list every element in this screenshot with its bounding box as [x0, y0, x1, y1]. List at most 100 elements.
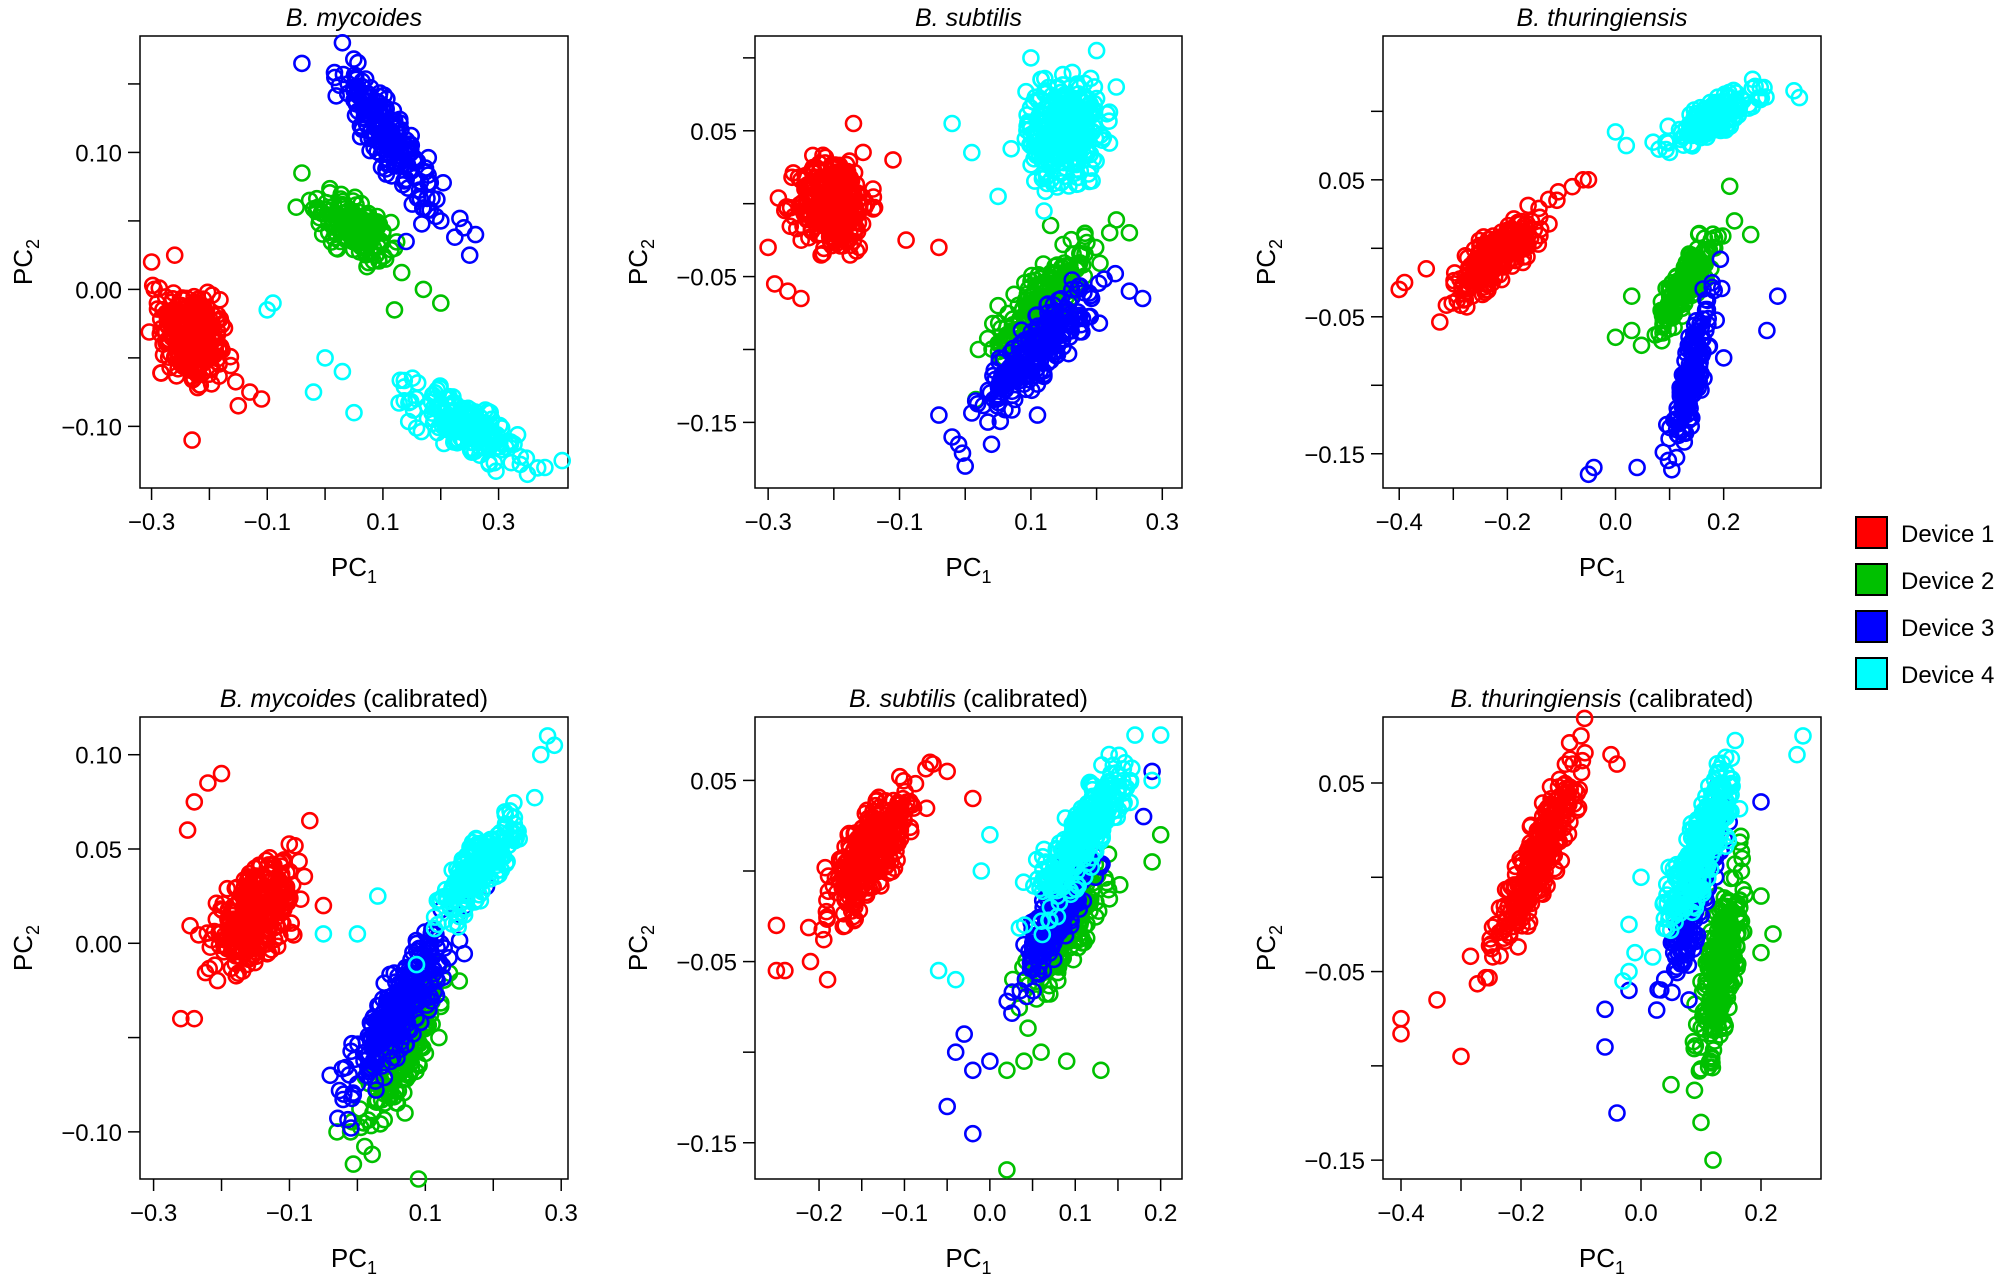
data-point [1025, 137, 1043, 156]
data-point [1120, 224, 1139, 242]
data-point [387, 141, 405, 159]
data-point [839, 876, 858, 895]
data-point [240, 923, 258, 942]
data-point [889, 799, 908, 818]
series-device-4 [1606, 70, 1809, 162]
data-point [385, 301, 404, 319]
data-point [392, 263, 411, 282]
data-point [1622, 321, 1641, 340]
x-tick-label: 0.3 [482, 509, 515, 536]
data-point [930, 406, 948, 424]
data-point [314, 896, 333, 915]
data-point [853, 188, 872, 206]
data-point [759, 238, 777, 257]
data-point [1054, 76, 1072, 94]
x-tick-label: −0.1 [244, 509, 291, 536]
y-tick-label: −0.15 [676, 1131, 737, 1158]
data-point [1005, 285, 1023, 304]
series-device-3 [1579, 250, 1787, 484]
data-point [366, 119, 385, 137]
panel-5: B. subtilis (calibrated)−0.2 −0.1 0.0 0.1 0.… [623, 685, 1183, 1278]
data-point [778, 282, 797, 301]
data-point [998, 1061, 1016, 1080]
data-point [1015, 1052, 1033, 1070]
data-point [227, 966, 245, 985]
data-point [1049, 971, 1067, 990]
data-point [321, 1066, 340, 1085]
data-point [1034, 255, 1053, 273]
series-device-2 [287, 164, 450, 319]
data-point [293, 164, 311, 182]
data-point [1080, 172, 1098, 191]
data-point [252, 390, 271, 408]
data-point [845, 163, 864, 182]
data-point [214, 895, 232, 913]
y-tick-label: −0.10 [61, 414, 122, 441]
data-point [878, 855, 897, 874]
data-point [280, 835, 299, 853]
data-point [1054, 337, 1072, 356]
data-point [1431, 313, 1449, 331]
data-point [1460, 265, 1478, 284]
data-point [304, 383, 323, 401]
data-point [410, 939, 429, 958]
data-point [1025, 333, 1044, 351]
data-point [403, 979, 421, 997]
data-point [1715, 98, 1733, 117]
data-point [885, 816, 903, 835]
data-point [354, 95, 373, 114]
data-point [339, 1110, 357, 1129]
data-point [334, 1085, 353, 1103]
data-point [345, 403, 363, 422]
y-axis-label: PC2 [623, 925, 658, 971]
data-point [1005, 390, 1024, 409]
x-tick-label: −0.2 [1484, 509, 1531, 536]
data-point [1081, 307, 1100, 326]
data-point [956, 457, 975, 475]
data-point [344, 1084, 362, 1102]
data-point [225, 910, 243, 929]
y-tick-label: 0.10 [75, 743, 122, 770]
x-tick-label: 0.1 [409, 1200, 442, 1227]
data-point [1042, 170, 1061, 189]
x-tick-label: 0.2 [1707, 509, 1740, 536]
data-point [1680, 395, 1698, 413]
data-point [838, 894, 856, 913]
data-point [1134, 807, 1153, 826]
data-point [480, 453, 498, 472]
data-point [767, 961, 786, 980]
data-point [357, 229, 375, 248]
data-point [183, 431, 201, 449]
y-tick-label: −0.10 [61, 1120, 122, 1147]
data-point [375, 1110, 394, 1129]
data-point [397, 232, 415, 251]
data-point [1519, 196, 1537, 215]
data-point [501, 802, 519, 820]
data-point [978, 329, 997, 348]
data-point [375, 1068, 394, 1087]
data-point [185, 311, 203, 329]
data-point [367, 1081, 385, 1099]
data-point [846, 893, 865, 911]
data-point [446, 430, 464, 448]
data-point [917, 799, 936, 818]
data-point [490, 865, 508, 884]
data-point [467, 860, 486, 879]
panel-title-species: B. subtilis [915, 4, 1022, 32]
x-axis-label: PC1 [331, 1243, 377, 1278]
data-point [210, 367, 228, 386]
y-tick-label: −0.15 [676, 410, 737, 437]
data-point [1004, 310, 1022, 328]
data-point [140, 323, 159, 341]
data-point [188, 290, 207, 309]
data-point [1143, 762, 1161, 781]
data-point [369, 237, 387, 256]
data-point [1039, 151, 1057, 169]
data-point [843, 871, 862, 889]
data-point [794, 217, 812, 236]
data-point [814, 930, 833, 949]
data-point [1692, 381, 1710, 399]
data-point [1485, 260, 1503, 279]
data-point [1035, 202, 1053, 220]
